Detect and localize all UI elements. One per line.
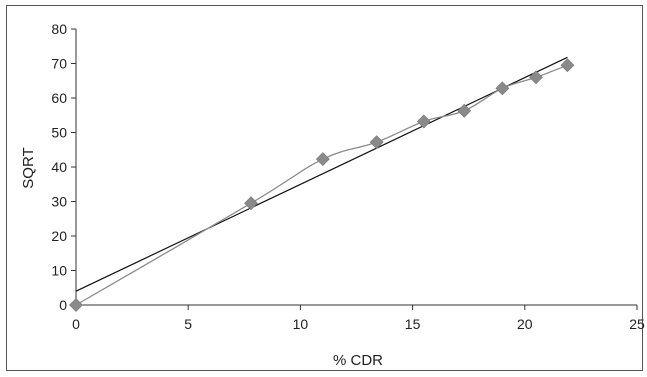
y-tick-label: 20 <box>51 228 67 244</box>
x-tick-label: 10 <box>293 316 309 332</box>
trendline <box>75 56 568 292</box>
data-point-diamond <box>315 152 330 166</box>
y-tick-label: 10 <box>51 263 67 279</box>
x-axis-title: % CDR <box>333 352 383 369</box>
trendline-group <box>75 56 568 292</box>
x-tick-label: 5 <box>184 316 192 332</box>
data-point-diamond <box>495 81 510 96</box>
x-tick-label: 20 <box>517 316 533 332</box>
y-tick-label: 80 <box>51 21 67 37</box>
data-point-diamond <box>457 103 472 118</box>
axes: 0 10 20 30 40 50 60 70 80 0 5 10 15 20 25 <box>51 21 645 332</box>
y-axis-title: SQRT <box>20 147 37 188</box>
series-line <box>75 64 568 306</box>
data-point-diamond <box>244 196 258 211</box>
y-tick-label: 0 <box>59 297 67 313</box>
y-tick-label: 70 <box>51 56 67 72</box>
y-tick-label: 50 <box>51 125 67 141</box>
y-tick-label: 40 <box>51 159 67 175</box>
y-tick-label: 60 <box>51 90 67 106</box>
data-point-diamond <box>69 298 83 312</box>
series-group <box>69 58 575 312</box>
y-tick-label: 30 <box>51 194 67 210</box>
x-tick-label: 25 <box>629 316 645 332</box>
chart-frame <box>6 5 643 371</box>
x-tick-label: 15 <box>405 316 421 332</box>
data-point-diamond <box>369 135 384 150</box>
x-tick-label: 0 <box>72 316 80 332</box>
data-point-diamond <box>416 114 431 129</box>
data-point-diamond <box>529 70 543 85</box>
data-point-diamond <box>560 58 575 73</box>
